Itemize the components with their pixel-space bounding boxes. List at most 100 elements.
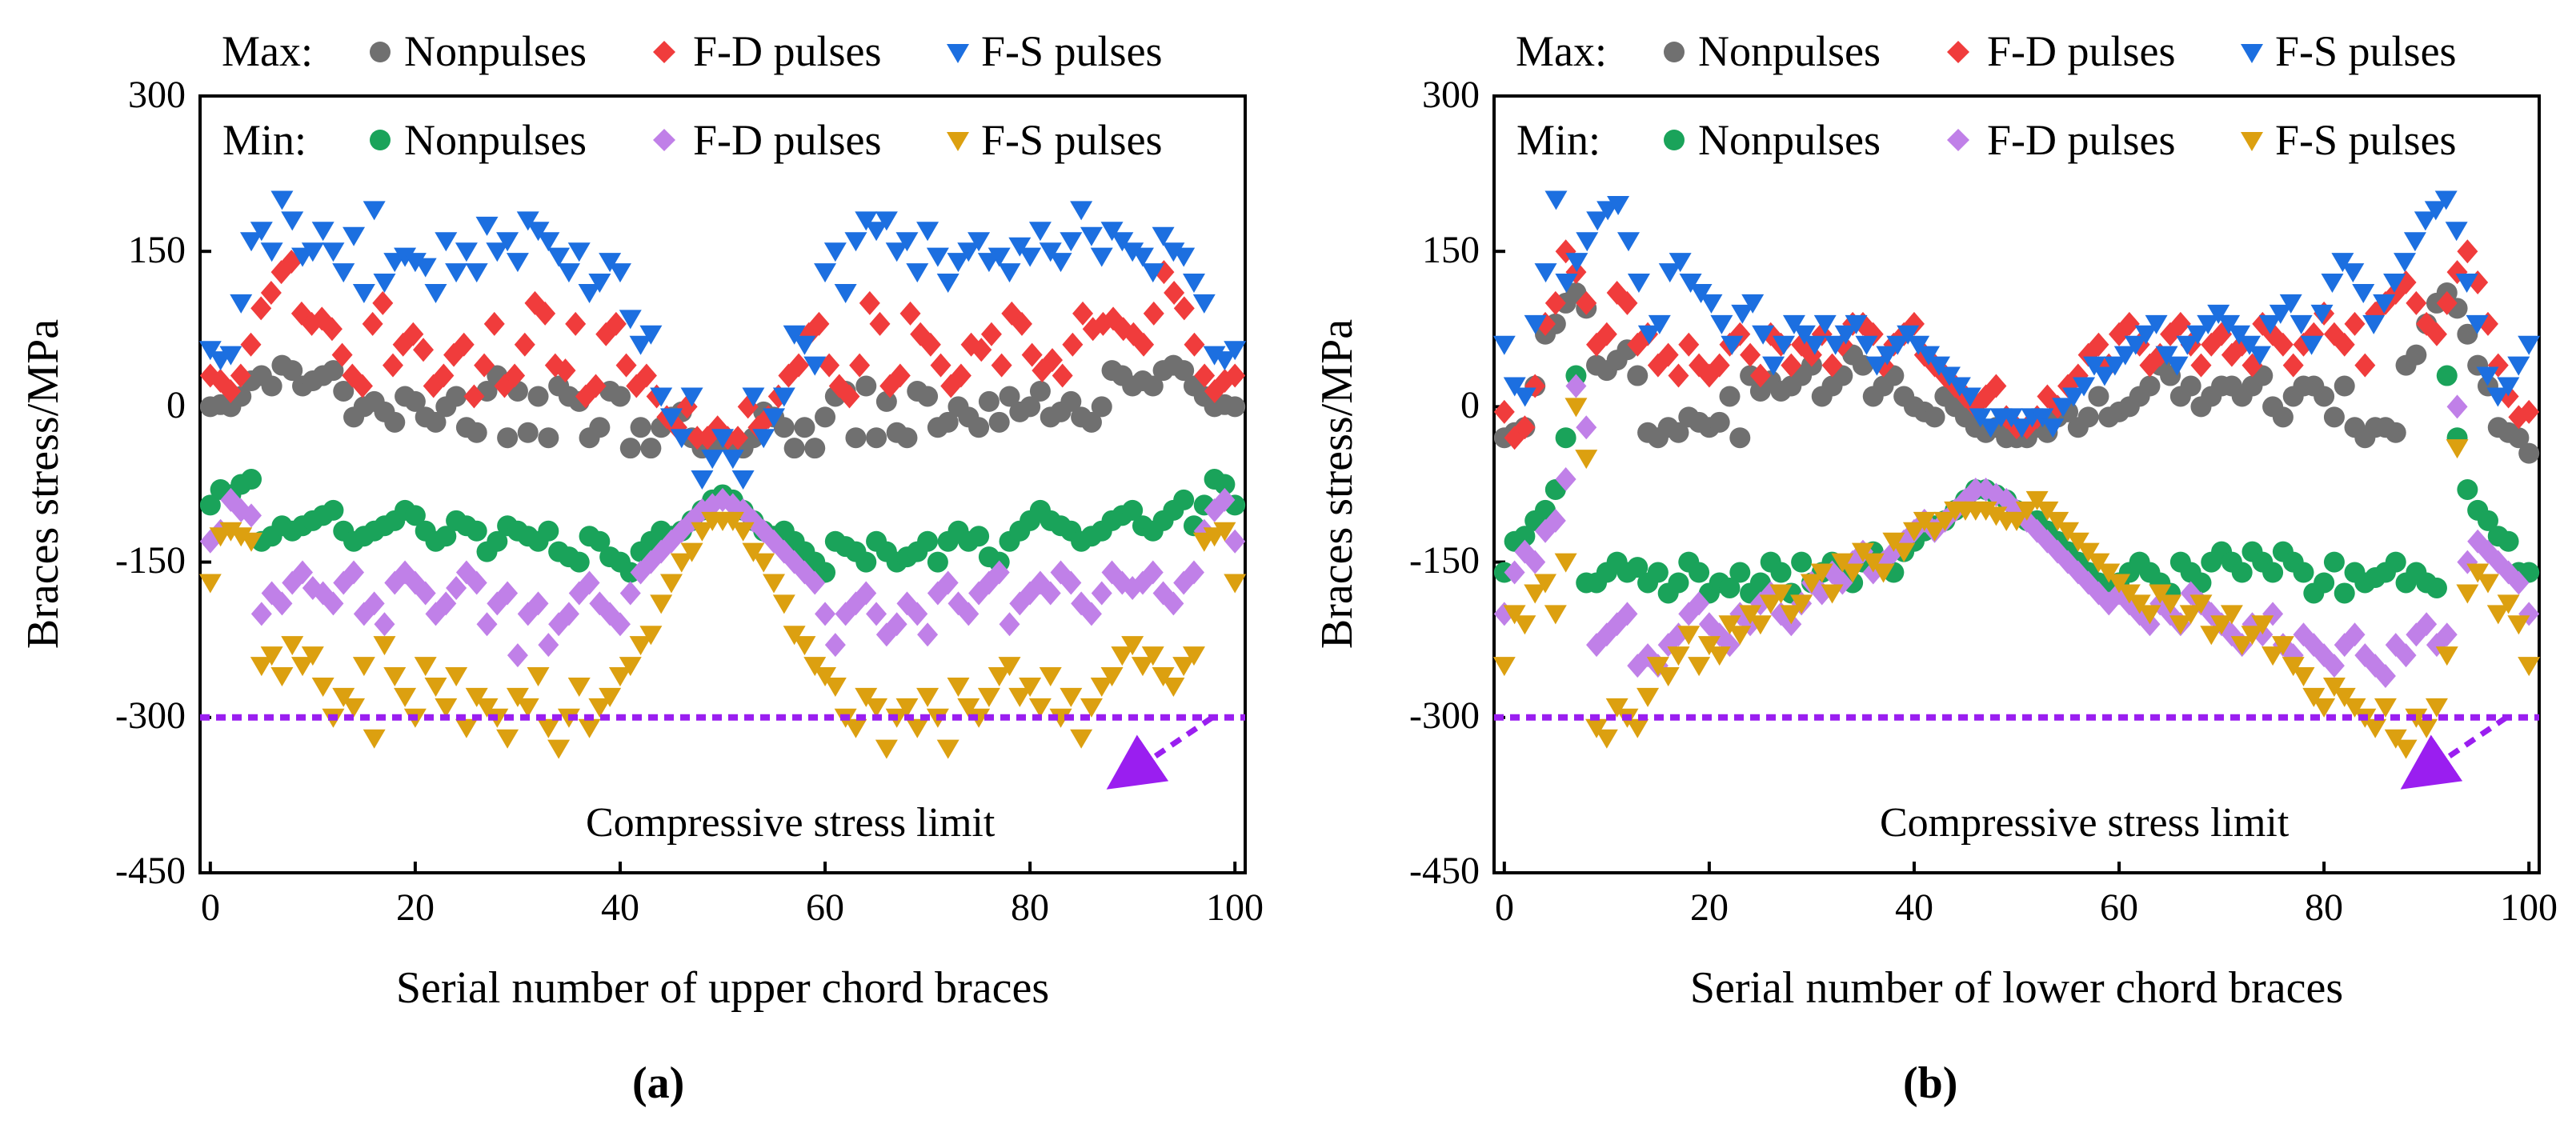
data-point bbox=[1172, 247, 1196, 267]
data-point bbox=[475, 216, 499, 236]
data-point bbox=[763, 574, 786, 594]
data-point bbox=[1648, 314, 1671, 334]
data-point bbox=[1876, 346, 1899, 366]
x-tick-label: 20 bbox=[1690, 886, 1729, 929]
stress-limit-annotation: Compressive stress limit bbox=[586, 800, 996, 846]
data-point bbox=[1162, 677, 1185, 697]
data-point bbox=[219, 346, 242, 366]
data-point bbox=[731, 470, 755, 490]
data-point bbox=[1821, 353, 1843, 378]
data-point bbox=[2176, 335, 2199, 355]
data-point bbox=[865, 222, 888, 242]
data-point bbox=[999, 386, 1020, 407]
data-point bbox=[446, 575, 467, 600]
data-point bbox=[721, 511, 744, 531]
data-point bbox=[2077, 542, 2100, 562]
data-point bbox=[547, 247, 571, 267]
data-point bbox=[2426, 577, 2447, 598]
y-tick-label: 300 bbox=[128, 74, 186, 116]
data-point bbox=[567, 677, 591, 697]
data-point bbox=[413, 338, 435, 362]
data-point bbox=[1872, 563, 1895, 583]
data-point bbox=[2041, 418, 2065, 438]
data-point bbox=[1605, 698, 1629, 718]
data-point bbox=[2258, 314, 2282, 334]
data-point bbox=[2025, 490, 2049, 510]
data-point bbox=[804, 438, 826, 459]
data-point bbox=[1492, 335, 1516, 355]
data-point bbox=[2248, 346, 2271, 366]
data-point bbox=[1122, 499, 1144, 521]
data-point bbox=[497, 427, 519, 449]
data-point bbox=[1173, 296, 1195, 321]
data-point bbox=[1637, 325, 1661, 345]
y-tick-label: -300 bbox=[1409, 694, 1480, 737]
data-point bbox=[1821, 584, 1844, 604]
y-axis-ticks bbox=[1494, 94, 1505, 874]
data-point bbox=[2088, 332, 2109, 357]
data-point bbox=[889, 363, 911, 388]
data-point bbox=[2310, 304, 2334, 324]
data-point bbox=[2518, 399, 2540, 424]
data-point bbox=[487, 530, 508, 552]
data-point bbox=[1793, 325, 1816, 345]
data-point bbox=[2497, 594, 2520, 614]
data-point bbox=[783, 626, 806, 646]
y-tick-label: -150 bbox=[1409, 539, 1480, 582]
data-point bbox=[1524, 584, 1547, 604]
series bbox=[1492, 398, 2541, 759]
data-point bbox=[2373, 294, 2396, 314]
data-point bbox=[659, 574, 683, 594]
data-point bbox=[1791, 551, 1813, 573]
data-point bbox=[808, 311, 830, 336]
data-point bbox=[555, 358, 576, 383]
series-layer bbox=[198, 190, 1247, 759]
data-point bbox=[1576, 415, 1597, 440]
data-point bbox=[1749, 615, 1772, 635]
legend-entry: Nonpulses bbox=[404, 27, 587, 75]
legend-marker bbox=[370, 130, 391, 150]
data-point bbox=[1769, 584, 1793, 604]
legend-entry: Nonpulses bbox=[1698, 27, 1881, 75]
data-point bbox=[855, 551, 877, 573]
legend-entry: Nonpulses bbox=[404, 116, 587, 164]
y-axis-label: Braces stress/MPa bbox=[18, 319, 68, 649]
x-axis-label: Serial number of lower chord braces bbox=[1690, 963, 2343, 1013]
data-point bbox=[957, 242, 980, 262]
data-point bbox=[958, 602, 980, 626]
data-point bbox=[2169, 615, 2192, 635]
data-point bbox=[815, 602, 836, 626]
data-point bbox=[2052, 398, 2075, 418]
data-point bbox=[1845, 314, 1868, 334]
legend-marker bbox=[370, 42, 391, 62]
data-point bbox=[507, 643, 528, 668]
data-point bbox=[363, 591, 385, 616]
data-point bbox=[788, 353, 810, 378]
data-point bbox=[2282, 657, 2305, 677]
data-point bbox=[1213, 522, 1236, 542]
data-point bbox=[435, 526, 457, 547]
data-point bbox=[351, 374, 373, 398]
panel-label: (b) bbox=[1903, 1058, 1957, 1108]
data-point bbox=[578, 718, 601, 738]
data-point bbox=[383, 667, 407, 687]
legend-entry: F-S pulses bbox=[2275, 27, 2457, 75]
data-point bbox=[241, 503, 262, 528]
data-point bbox=[2508, 570, 2530, 595]
data-point bbox=[1224, 341, 1247, 361]
data-point bbox=[301, 242, 324, 262]
data-point bbox=[2302, 687, 2326, 707]
data-point bbox=[1958, 387, 1981, 407]
data-point bbox=[916, 222, 939, 242]
data-point bbox=[538, 633, 559, 658]
data-point bbox=[2113, 346, 2137, 366]
data-point bbox=[635, 363, 657, 388]
data-point bbox=[1718, 615, 1741, 635]
data-point bbox=[619, 310, 642, 330]
data-point bbox=[198, 341, 222, 361]
data-point bbox=[1709, 353, 1730, 378]
data-point bbox=[1709, 411, 1730, 433]
data-point bbox=[968, 417, 990, 438]
data-point bbox=[609, 386, 631, 407]
data-point bbox=[2436, 290, 2458, 315]
